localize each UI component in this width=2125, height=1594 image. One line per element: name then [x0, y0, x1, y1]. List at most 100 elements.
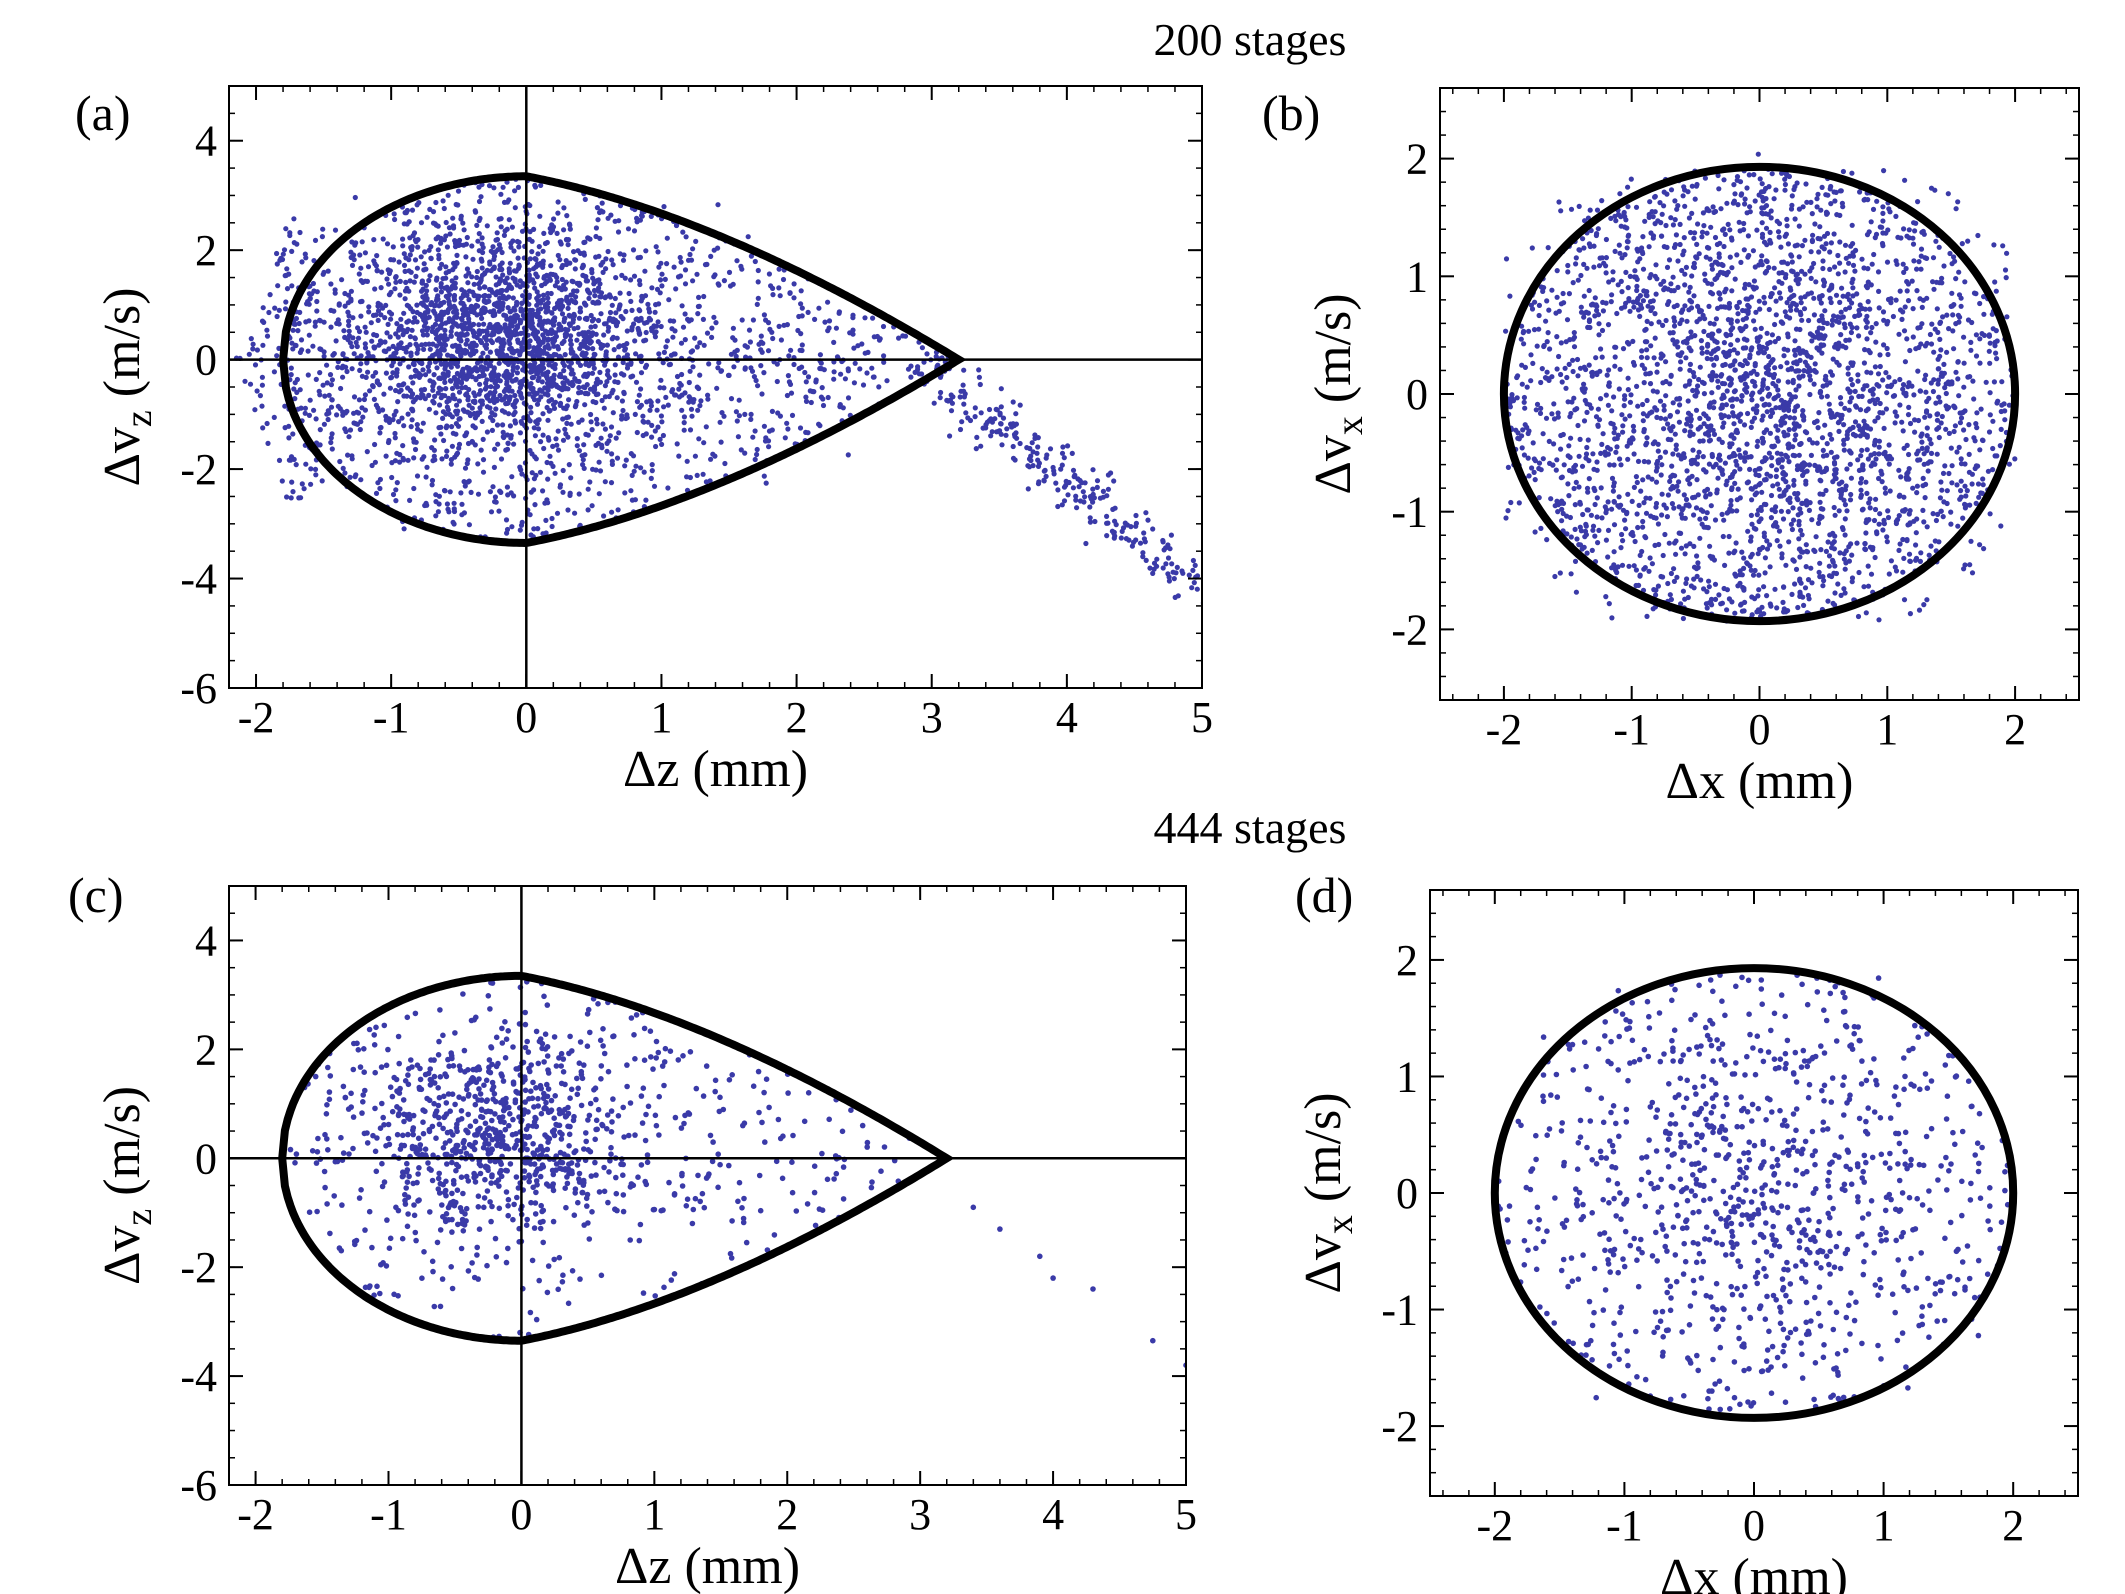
panel-a-point	[412, 373, 418, 379]
panel-a-point	[527, 307, 533, 313]
panel-b-point	[1671, 578, 1677, 585]
panel-a-point	[308, 466, 314, 472]
panel-a-point	[460, 407, 466, 413]
panel-b-point	[1675, 452, 1682, 458]
panel-a-point	[665, 485, 671, 491]
panel-a-point	[359, 239, 365, 245]
panel-b-point	[1544, 369, 1550, 375]
panel-b-point	[1752, 567, 1758, 574]
panel-a-point	[660, 432, 667, 439]
panel-b-point	[1750, 572, 1757, 578]
panel-a-point	[562, 352, 568, 358]
panel-b-point	[1772, 321, 1778, 328]
panel-a-point	[825, 299, 831, 305]
panel-a-point	[491, 464, 497, 470]
panel-b-point	[1759, 181, 1765, 187]
panel-a-point	[562, 331, 568, 337]
panel-a-point	[563, 236, 570, 243]
panel-b-point	[1793, 566, 1800, 573]
panel-a-point	[607, 433, 613, 439]
panel-b-point	[1710, 204, 1716, 210]
panel-b-point	[1559, 379, 1565, 385]
panel-a-point	[420, 367, 426, 373]
panel-b-point	[1811, 312, 1817, 318]
panel-a-point	[731, 364, 737, 370]
panel-b-point	[1729, 265, 1735, 271]
panel-a-point	[680, 229, 686, 235]
panel-a-point	[425, 307, 431, 313]
panel-a-point	[325, 268, 331, 274]
panel-b-point	[1674, 409, 1681, 415]
panel-a-point	[506, 268, 512, 274]
panel-a-point	[358, 361, 364, 367]
panel-a-point	[447, 489, 453, 495]
panel-a-point	[357, 426, 363, 433]
panel-a-point	[471, 281, 477, 287]
panel-b-point	[1678, 601, 1684, 607]
panel-a-point	[282, 273, 288, 279]
panel-a-point	[528, 381, 534, 387]
panel-a-point	[1059, 462, 1065, 468]
panel-a-point	[492, 494, 498, 500]
panel-b-point	[1694, 241, 1700, 247]
panel-a-point	[664, 261, 670, 267]
panel-a-point	[725, 372, 732, 378]
panel-a-point	[408, 424, 414, 430]
panel-a-point	[986, 406, 993, 413]
panel-a-point	[1166, 574, 1172, 580]
panel-a-point	[438, 289, 444, 295]
panel-b-point	[1684, 318, 1690, 324]
panel-a-point	[641, 469, 647, 475]
panel-b-point	[1606, 367, 1612, 373]
panel-a-point	[634, 316, 640, 322]
panel-a-point	[444, 423, 450, 429]
panel-a-point	[598, 294, 604, 300]
panel-a-point	[529, 451, 535, 457]
panel-a-point	[516, 239, 522, 245]
panel-a-point	[476, 322, 482, 328]
panel-a-point	[279, 478, 285, 484]
panel-b-point	[1711, 399, 1717, 405]
panel-a-point	[254, 388, 260, 394]
panel-a-point	[561, 362, 568, 369]
panel-a-point	[314, 298, 320, 305]
panel-a-point	[978, 443, 984, 449]
panel-b-point	[1610, 269, 1616, 275]
panel-a-point	[610, 334, 616, 340]
panel-a-point	[1189, 585, 1195, 591]
panel-a-point	[303, 461, 309, 467]
panel-a-point	[504, 530, 510, 536]
panel-a-point	[452, 244, 459, 250]
panel-a-point	[647, 407, 653, 413]
panel-b-point	[1785, 241, 1791, 247]
panel-a-point	[726, 269, 733, 275]
panel-a-point	[280, 251, 286, 257]
panel-a-point	[516, 244, 522, 250]
panel-b-point	[1958, 478, 1964, 484]
panel-a-point	[512, 205, 518, 211]
panel-a-point	[399, 415, 405, 421]
panel-a-point	[314, 308, 320, 314]
panel-a-y-tick-label: -6	[180, 664, 217, 713]
panel-b-point	[1659, 462, 1665, 468]
panel-a-point	[555, 199, 561, 205]
panel-b-point	[1554, 268, 1560, 274]
panel-a-point	[552, 361, 558, 368]
panel-b-point	[1707, 320, 1713, 326]
panel-a-point	[266, 309, 272, 316]
panel-a-point	[405, 457, 411, 463]
panel-a-point	[555, 252, 561, 259]
panel-a-point	[526, 391, 532, 397]
panel-a-point	[672, 328, 678, 334]
panel-b-point	[1505, 464, 1511, 470]
panel-a-point	[563, 431, 569, 437]
panel-a-point	[408, 306, 414, 312]
panel-a-point	[287, 230, 293, 236]
panel-a-point	[622, 275, 628, 281]
panel-a-point	[738, 447, 744, 453]
panel-a-point	[742, 411, 748, 417]
panel-a-point	[539, 325, 545, 332]
panel-a-point	[714, 385, 720, 391]
panel-b-point	[1832, 344, 1838, 350]
panel-a-point	[505, 440, 511, 446]
